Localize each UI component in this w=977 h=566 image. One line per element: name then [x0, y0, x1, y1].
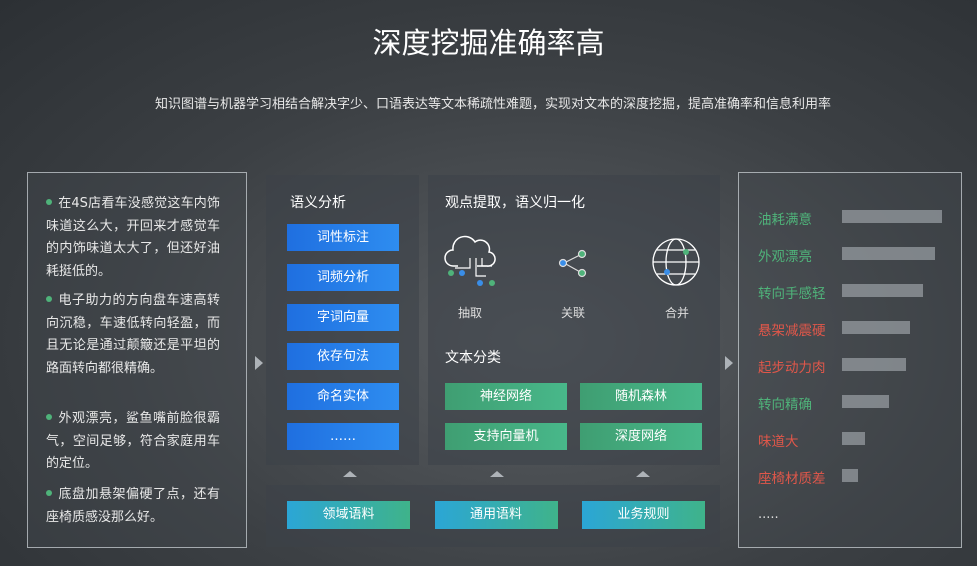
review-text: 外观漂亮，鲨鱼嘴前脸很霸气，空间足够，符合家庭用车的定位。	[46, 411, 220, 471]
panel-title: 语义分析	[290, 195, 346, 211]
button: 依存句法	[287, 343, 399, 371]
review-text: 电子助力的方向盘车速高转向沉稳，车速低转向轻盈，而且无论是通过颠簸还是平坦的路面…	[46, 293, 220, 376]
button: 业务规则	[582, 501, 705, 529]
bullet	[46, 490, 52, 496]
bullet	[46, 296, 52, 302]
review: 底盘加悬架偏硬了点，还有座椅质感没那么好。	[46, 484, 220, 529]
review-text: 在4S店看车没感觉这车内饰味道这么大，开回来才感觉车的内饰味道太大了，但还好油耗…	[46, 196, 220, 279]
button: 领域语料	[287, 501, 410, 529]
button: 支持向量机	[445, 423, 567, 450]
button: 词性标注	[287, 224, 399, 251]
button: 命名实体	[287, 383, 399, 411]
aspect-label: 转向手感轻	[758, 286, 826, 302]
step-label: 抽取	[457, 306, 482, 320]
aspect-bar	[842, 321, 910, 334]
review: 在4S店看车没感觉这车内饰味道这么大，开回来才感觉车的内饰味道太大了，但还好油耗…	[46, 193, 220, 283]
bullet	[46, 199, 52, 205]
aspect-bar	[842, 284, 923, 297]
aspect-label: 起步动力肉	[758, 360, 826, 376]
bullet	[46, 414, 52, 420]
step-label: 合并	[664, 306, 689, 320]
button: ……	[287, 423, 399, 450]
aspect-label: 油耗满意	[758, 212, 812, 228]
arrows	[255, 356, 733, 477]
review: 外观漂亮，鲨鱼嘴前脸很霸气，空间足够，符合家庭用车的定位。	[46, 408, 220, 476]
aspect-label: 味道大	[758, 434, 799, 450]
share-icon	[558, 249, 587, 278]
cloud-icon	[444, 235, 496, 277]
aspect-bar	[842, 432, 865, 445]
step-label: 关联	[560, 306, 585, 320]
button: 通用语料	[434, 501, 558, 529]
aspect-label: 外观漂亮	[758, 249, 812, 265]
review-panel	[27, 172, 247, 548]
button: 神经网络	[445, 383, 567, 410]
aspect-bar	[842, 210, 942, 223]
button: 字词向量	[287, 303, 399, 331]
review-text: 底盘加悬架偏硬了点，还有座椅质感没那么好。	[46, 487, 220, 525]
button: 随机森林	[580, 383, 702, 410]
more: .....	[758, 507, 779, 522]
aspect-bar	[842, 358, 906, 371]
title: 深度挖掘准确率高	[372, 26, 605, 60]
review: 电子助力的方向盘车速高转向沉稳，车速低转向轻盈，而且无论是通过颠簸还是平坦的路面…	[46, 290, 220, 380]
aspect-label: 转向精确	[758, 397, 812, 413]
aspect-bar	[842, 469, 858, 482]
panel-title: 观点提取，语义归一化	[445, 195, 585, 211]
button: 词频分析	[287, 263, 399, 291]
aspect-bar	[842, 247, 935, 260]
opinion-panel	[428, 175, 720, 465]
globe-icon	[652, 238, 700, 286]
subtitle: 知识图谱与机器学习相结合解决字少、口语表达等文本稀疏性难题，实现对文本的深度挖掘…	[154, 97, 831, 112]
panel-title: 文本分类	[445, 350, 501, 366]
aspect-label: 座椅材质差	[758, 471, 826, 487]
aspect-bar	[842, 395, 889, 408]
button: 深度网络	[580, 423, 702, 450]
aspect-label: 悬架减震硬	[758, 323, 826, 339]
